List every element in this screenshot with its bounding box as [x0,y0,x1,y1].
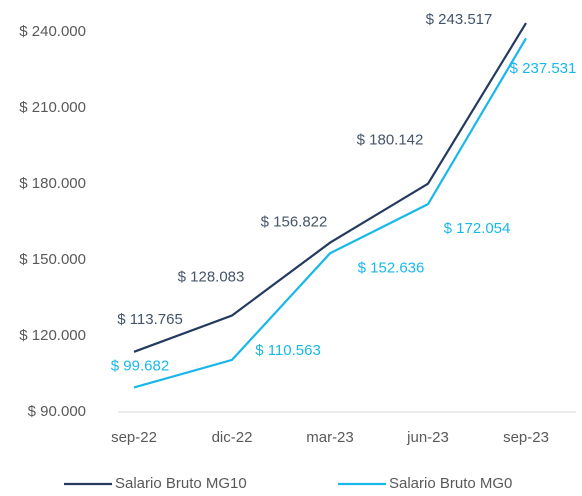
data-label: $ 128.083 [178,268,245,285]
data-label: $ 180.142 [357,132,424,149]
y-tick-label: $ 180.000 [19,175,86,192]
data-label: $ 113.765 [117,311,183,328]
data-label: $ 110.563 [255,342,321,359]
x-tick-label: sep-22 [111,429,157,446]
y-tick-label: $ 210.000 [19,99,86,116]
data-label: $ 237.531 [510,60,577,77]
series-line [133,37,527,389]
x-tick-label: jun-23 [406,429,449,446]
data-label: $ 152.636 [358,259,425,276]
y-tick-label: $ 150.000 [19,251,86,268]
data-label: $ 99.682 [111,357,169,374]
data-label: $ 172.054 [444,220,511,237]
y-tick-label: $ 120.000 [19,327,86,344]
y-tick-label: $ 90.000 [28,403,86,420]
legend-label: Salario Bruto MG10 [115,475,247,491]
legend-label: Salario Bruto MG0 [389,475,512,491]
series-line [133,22,527,353]
data-label: $ 156.822 [261,214,328,231]
y-tick-label: $ 240.000 [19,23,86,40]
data-label: $ 243.517 [426,11,493,28]
x-tick-label: dic-22 [212,429,253,446]
x-tick-label: mar-23 [306,429,354,446]
x-tick-label: sep-23 [503,429,549,446]
